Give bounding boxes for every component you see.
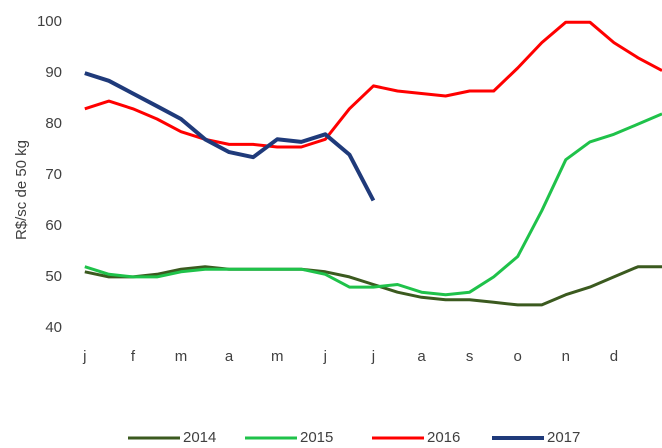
y-tick-label: 100 xyxy=(37,13,62,30)
y-tick-label: 50 xyxy=(45,268,62,285)
x-tick-label: j xyxy=(323,348,327,365)
legend-label: 2014 xyxy=(183,429,216,446)
y-axis-label: R$/sc de 50 kg xyxy=(13,140,30,240)
x-tick-label: n xyxy=(562,348,570,365)
y-tick-label: 40 xyxy=(45,319,62,336)
y-tick-label: 90 xyxy=(45,64,62,81)
series-line xyxy=(85,114,662,295)
x-tick-label: m xyxy=(271,348,284,365)
x-tick-label: s xyxy=(466,348,474,365)
y-tick-label: 70 xyxy=(45,166,62,183)
legend-label: 2015 xyxy=(300,429,333,446)
series-line xyxy=(85,22,662,147)
legend-label: 2016 xyxy=(427,429,460,446)
y-tick-label: 60 xyxy=(45,217,62,234)
x-tick-label: a xyxy=(225,348,234,365)
series-line xyxy=(85,73,374,200)
x-tick-label: a xyxy=(417,348,426,365)
x-tick-label: j xyxy=(371,348,375,365)
y-tick-label: 80 xyxy=(45,115,62,132)
legend-label: 2017 xyxy=(547,429,580,446)
x-tick-label: f xyxy=(131,348,136,365)
x-tick-label: j xyxy=(82,348,86,365)
chart: R$/sc de 50 kg 40 50 60 70 80 90 100 j f m a m j j a s o… xyxy=(0,0,662,448)
x-tick-label: m xyxy=(175,348,188,365)
x-tick-label: o xyxy=(514,348,522,365)
x-tick-label: d xyxy=(610,348,618,365)
